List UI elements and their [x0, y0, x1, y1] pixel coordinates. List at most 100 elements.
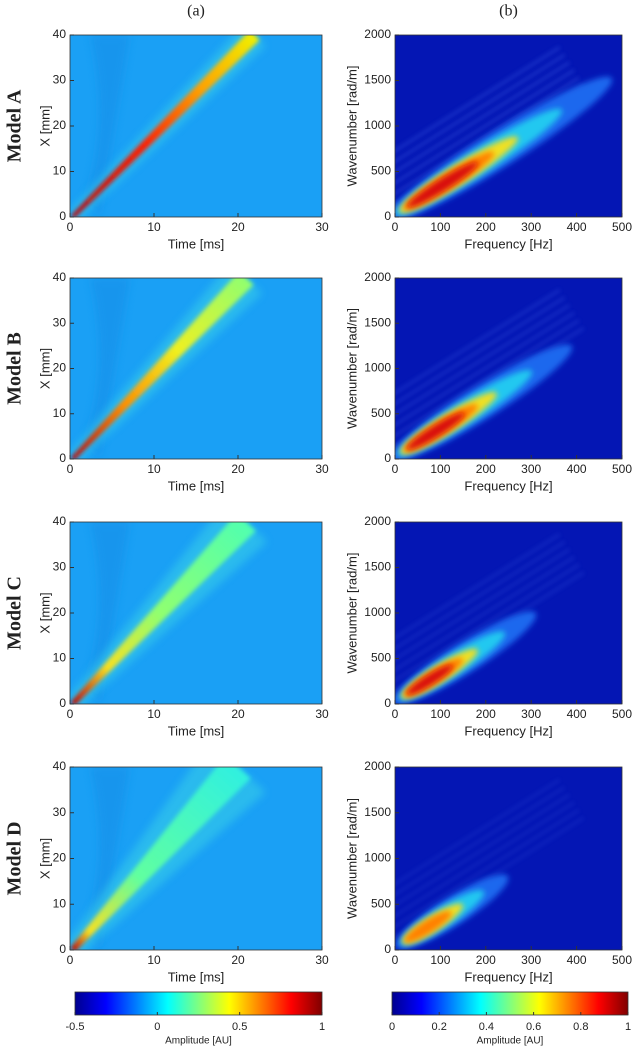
- x-tick-label: 300: [521, 462, 541, 476]
- colorbar-label: Amplitude [AU]: [477, 1036, 544, 1047]
- y-tick-label: 20: [53, 605, 67, 619]
- row-label: Model A: [4, 89, 26, 162]
- x-axis-label: Time [ms]: [168, 969, 225, 984]
- y-tick-label: 10: [53, 651, 67, 665]
- heatmap-stripe: [395, 533, 561, 640]
- row-label: Model D: [4, 822, 26, 896]
- heatmap-stripe: [395, 68, 575, 185]
- heatmap-stripe: [395, 296, 566, 406]
- x-tick-label: 20: [231, 707, 245, 721]
- x-axis-label: Frequency [Hz]: [464, 723, 552, 738]
- y-tick-label: 1500: [364, 805, 391, 819]
- x-tick-label: 20: [231, 953, 245, 967]
- colorbar-tick-label: 0: [389, 1021, 395, 1033]
- x-axis-label: Time [ms]: [168, 723, 225, 738]
- heatmap-stripe: [395, 793, 570, 907]
- colorbar-tick-label: -0.5: [66, 1021, 85, 1033]
- x-tick-label: 0: [67, 953, 74, 967]
- x-axis-label: Frequency [Hz]: [464, 478, 552, 493]
- heatmap: [70, 767, 322, 950]
- y-tick-label: 0: [59, 942, 66, 956]
- y-tick-label: 2000: [364, 27, 391, 41]
- heatmap-stripe: [395, 61, 571, 174]
- x-tick-label: 20: [231, 462, 245, 476]
- heatmap-stripe: [395, 563, 580, 683]
- heatmap-band: [70, 522, 256, 704]
- colorbar-tick-label: 1: [319, 1021, 325, 1033]
- heatmap-stripe: [395, 786, 566, 897]
- x-tick-label: 30: [315, 220, 329, 234]
- x-axis-label: Time [ms]: [168, 478, 225, 493]
- heatmap-stripe: [395, 303, 571, 416]
- y-tick-label: 0: [384, 942, 391, 956]
- heatmap: [395, 278, 622, 459]
- heatmap-stripe: [395, 548, 571, 661]
- x-tick-label: 10: [147, 462, 161, 476]
- y-tick-label: 0: [384, 696, 391, 710]
- y-tick-label: 40: [53, 759, 67, 773]
- y-tick-label: 30: [53, 73, 67, 87]
- y-tick-label: 30: [53, 315, 67, 329]
- row-label: Model B: [4, 332, 26, 405]
- y-axis-label: X [mm]: [37, 838, 52, 879]
- x-tick-label: 200: [476, 953, 496, 967]
- y-tick-label: 2000: [364, 759, 391, 773]
- x-tick-label: 30: [315, 462, 329, 476]
- x-tick-label: 200: [476, 707, 496, 721]
- y-tick-label: 2000: [364, 514, 391, 528]
- colorbar-tick-label: 0.2: [432, 1021, 447, 1033]
- colorbar-label: Amplitude [AU]: [165, 1036, 232, 1047]
- x-tick-label: 500: [612, 220, 632, 234]
- x-tick-label: 20: [231, 220, 245, 234]
- heatmap-stripe: [395, 808, 580, 929]
- x-tick-label: 100: [430, 953, 450, 967]
- x-axis-label: Frequency [Hz]: [464, 969, 552, 984]
- y-tick-label: 1000: [364, 851, 391, 865]
- x-tick-label: 100: [430, 220, 450, 234]
- colorbar-tick-label: 0.6: [526, 1021, 541, 1033]
- heatmap-stripe: [395, 540, 566, 651]
- x-tick-label: 200: [476, 220, 496, 234]
- y-tick-label: 10: [53, 896, 67, 910]
- y-axis-label: X [mm]: [37, 348, 52, 389]
- heatmap: [395, 767, 622, 950]
- x-tick-label: 0: [392, 462, 399, 476]
- heatmap: [70, 278, 322, 459]
- y-axis-label: Wavenumber [rad/m]: [344, 798, 359, 919]
- y-tick-label: 20: [53, 851, 67, 865]
- heatmap-stripe: [395, 288, 561, 395]
- y-tick-label: 30: [53, 805, 67, 819]
- x-axis-label: Frequency [Hz]: [464, 236, 552, 251]
- x-tick-label: 10: [147, 220, 161, 234]
- y-tick-label: 1000: [364, 118, 391, 132]
- x-tick-label: 400: [567, 220, 587, 234]
- heatmap-blob: [407, 161, 479, 208]
- heatmap-band: [71, 278, 254, 459]
- x-tick-label: 10: [147, 707, 161, 721]
- x-tick-label: 500: [612, 953, 632, 967]
- heatmap-blob: [406, 664, 454, 696]
- y-axis-label: X [mm]: [37, 592, 52, 633]
- x-tick-label: 30: [315, 707, 329, 721]
- colorbar-tick-label: 0.4: [479, 1021, 494, 1033]
- x-tick-label: 300: [521, 707, 541, 721]
- y-axis-label: X [mm]: [37, 105, 52, 146]
- y-tick-label: 40: [53, 514, 67, 528]
- column-label: (a): [187, 3, 205, 20]
- colorbar-tick-label: 0.5: [232, 1021, 247, 1033]
- heatmap: [395, 35, 622, 217]
- y-tick-label: 500: [371, 164, 391, 178]
- x-tick-label: 300: [521, 953, 541, 967]
- heatmap-stripe: [395, 311, 575, 427]
- x-tick-label: 400: [567, 953, 587, 967]
- y-tick-label: 30: [53, 560, 67, 574]
- x-tick-label: 100: [430, 707, 450, 721]
- row-label: Model C: [4, 576, 26, 650]
- x-tick-label: 10: [147, 953, 161, 967]
- y-tick-label: 20: [53, 118, 67, 132]
- y-tick-label: 1500: [364, 73, 391, 87]
- y-tick-label: 0: [59, 209, 66, 223]
- x-tick-label: 400: [567, 707, 587, 721]
